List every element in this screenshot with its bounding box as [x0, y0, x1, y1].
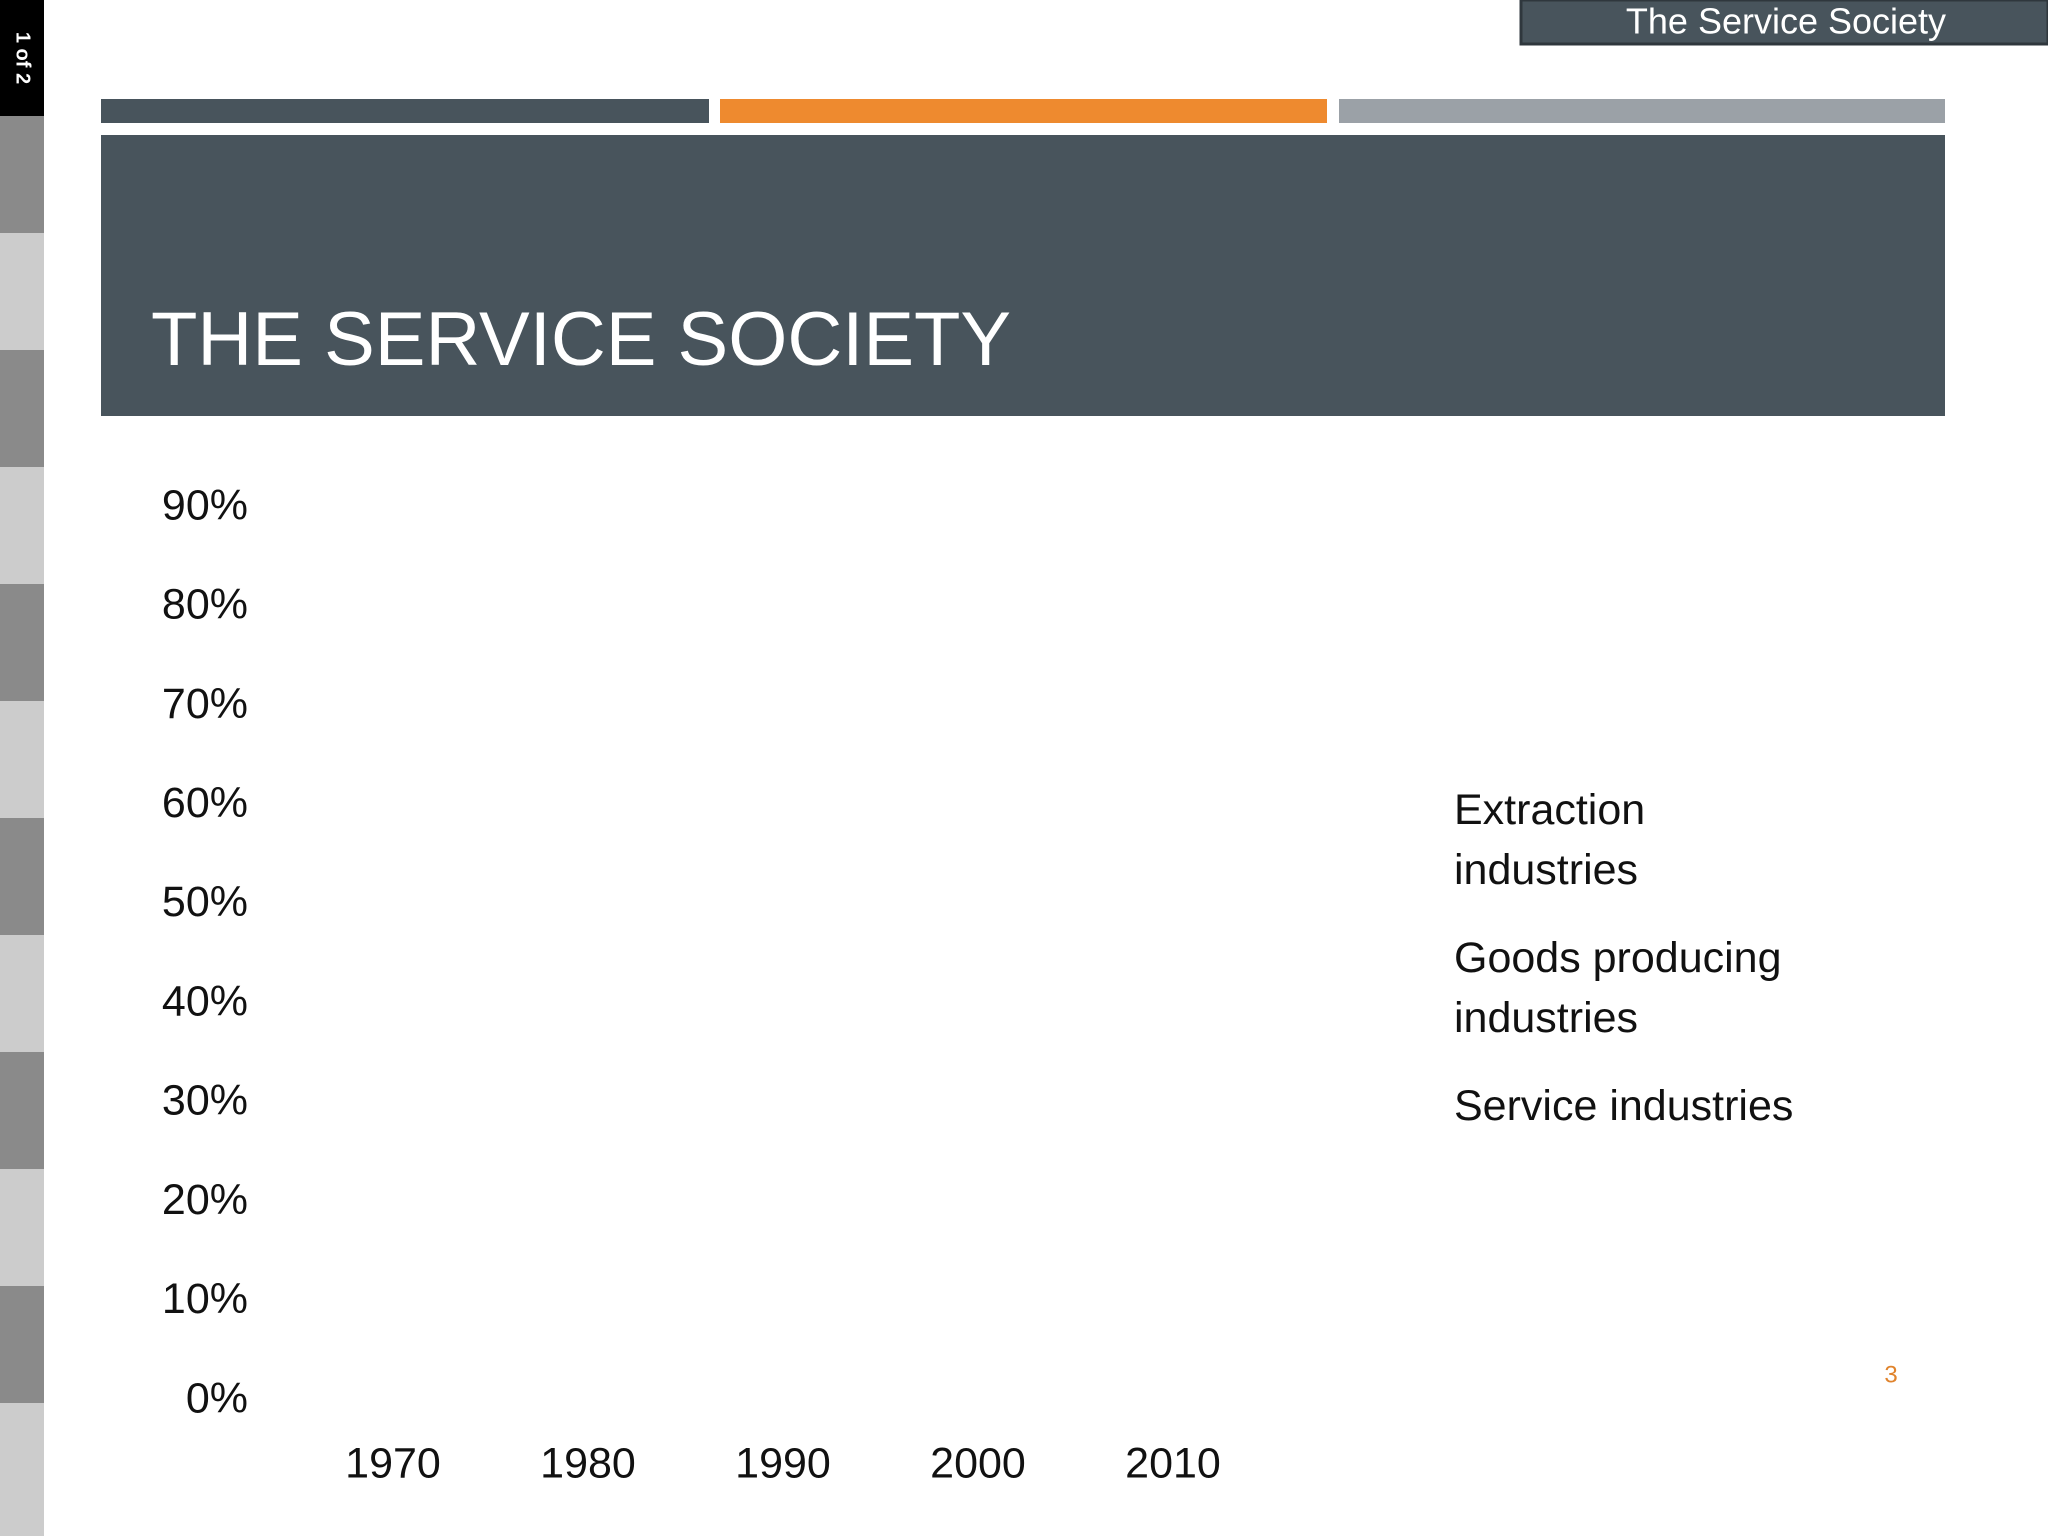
sidebar-top — [0, 0, 44, 116]
sidebar-block — [0, 1286, 44, 1403]
header-tab-text: The Service Society — [1626, 1, 1946, 42]
legend-entry: Service industries — [1454, 1082, 1794, 1130]
legend-entry: Goods producing industries — [1454, 934, 1782, 1042]
sidebar-block — [0, 1169, 44, 1286]
header-tab — [1519, 0, 2048, 46]
y-tick-label: 40% — [162, 977, 248, 1025]
sidebar-block — [0, 1403, 44, 1536]
sidebar-block — [0, 584, 44, 701]
y-tick-label: 70% — [162, 680, 248, 728]
y-tick-label: 60% — [162, 779, 248, 827]
accent-bar — [1339, 99, 1945, 123]
sidebar-block — [0, 116, 44, 233]
sidebar-block — [0, 1052, 44, 1169]
slide-title: THE SERVICE SOCIETY — [151, 297, 1011, 382]
x-tick-label: 2000 — [930, 1439, 1026, 1487]
title-box — [101, 135, 1945, 416]
accent-bar — [101, 99, 709, 123]
y-tick-label: 0% — [186, 1374, 248, 1422]
y-tick-label: 90% — [162, 481, 248, 529]
y-tick-label: 20% — [162, 1176, 248, 1224]
accent-bar — [720, 99, 1327, 123]
legend: Extraction industries Goods producing ind… — [1454, 780, 1834, 1164]
y-tick-label: 10% — [162, 1275, 248, 1323]
y-tick-label: 80% — [162, 581, 248, 629]
y-tick-label: 50% — [162, 878, 248, 926]
sidebar-block — [0, 935, 44, 1052]
x-tick-label: 1990 — [735, 1439, 831, 1487]
legend-entry: Extraction industries — [1454, 786, 1646, 894]
sidebar-block — [0, 233, 44, 350]
x-tick-label: 2010 — [1125, 1439, 1221, 1487]
y-tick-label: 30% — [162, 1077, 248, 1125]
slide-number: 3 — [1884, 1361, 1897, 1388]
sidebar-block — [0, 350, 44, 467]
sidebar-block — [0, 701, 44, 818]
page-indicator: 1 of 2 — [12, 32, 34, 84]
sidebar-block — [0, 467, 44, 584]
sidebar: 1 of 2 — [0, 0, 44, 1536]
sidebar-block — [0, 818, 44, 935]
x-tick-label: 1970 — [345, 1439, 441, 1487]
x-tick-label: 1980 — [540, 1439, 636, 1487]
